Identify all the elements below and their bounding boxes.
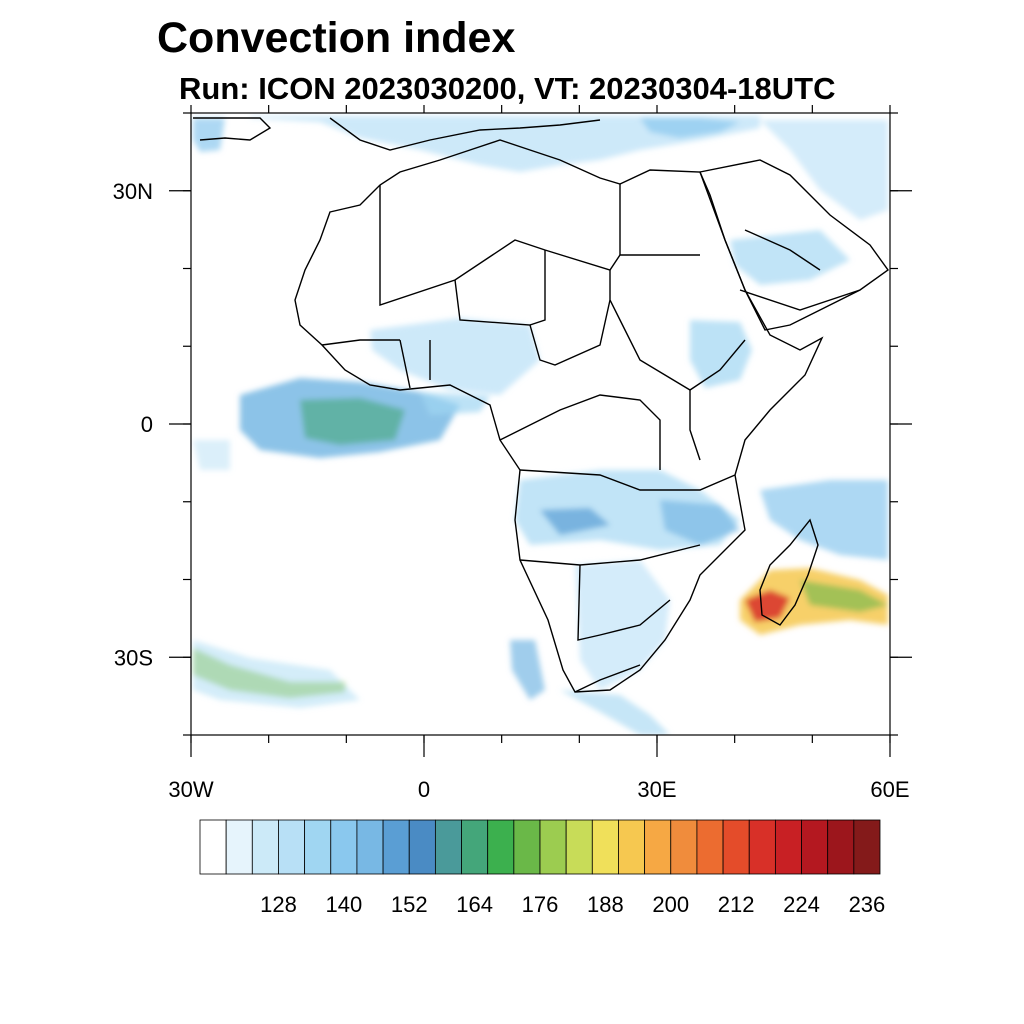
- field-madagascar-core: [745, 590, 790, 622]
- colorbar-swatch: [434, 819, 462, 875]
- border-2: [454, 279, 611, 366]
- border-6: [519, 544, 701, 566]
- colorbar-swatch: [644, 819, 672, 875]
- border-7: [577, 564, 671, 641]
- colorbar-swatch: [408, 819, 436, 875]
- lon-tick-label: 0: [418, 777, 430, 802]
- field-iberia: [193, 118, 225, 152]
- border-8: [529, 250, 546, 326]
- field-southern-streak: [560, 690, 670, 735]
- colorbar-swatch: [539, 819, 567, 875]
- colorbar-label: 236: [849, 892, 886, 917]
- iberia-coast: [193, 117, 272, 141]
- colorbar-swatch: [356, 819, 384, 875]
- chart-subtitle: Run: ICON 2023030200, VT: 20230304-18UTC: [179, 71, 836, 106]
- lon-tick-label: 60E: [870, 777, 909, 802]
- colorbar-swatch: [696, 819, 724, 875]
- colorbar-label: 140: [325, 892, 362, 917]
- africa-coastline: [294, 139, 824, 693]
- field-west-africa: [370, 318, 540, 395]
- chart-title: Convection index: [157, 14, 516, 62]
- colorbar-swatch: [225, 819, 253, 875]
- lat-tick-label: 0: [141, 412, 153, 437]
- axis-ticks: [169, 105, 912, 757]
- colorbar-label: 188: [587, 892, 624, 917]
- field-madagascar-green: [800, 580, 888, 612]
- axis-tick-labels: 30W 0 30E 60E 30N 0 30S: [113, 179, 910, 802]
- field-central-core: [540, 508, 610, 535]
- colorbar-swatch: [461, 819, 489, 875]
- colorbar-swatch: [199, 819, 227, 875]
- madagascar-coastline: [759, 518, 819, 626]
- field-gulf-guinea: [420, 392, 490, 415]
- colorbar-swatch: [722, 819, 750, 875]
- colorbar-swatch: [565, 819, 593, 875]
- lon-tick-label: 30E: [637, 777, 676, 802]
- convection-field: [193, 116, 888, 735]
- field-southern-africa: [575, 560, 670, 690]
- colorbar-swatch: [774, 819, 802, 875]
- border-14: [739, 289, 861, 311]
- border-15: [574, 664, 641, 693]
- lat-tick-label: 30N: [113, 179, 153, 204]
- border-11: [321, 339, 400, 346]
- coastlines: [193, 117, 889, 693]
- colorbar-label: 212: [718, 892, 755, 917]
- border-3: [609, 270, 746, 391]
- colorbar: [199, 819, 881, 875]
- border-13: [744, 229, 821, 271]
- europe-coast: [329, 117, 601, 151]
- colorbar-labels: 128 140 152 164 176 188 200 212 224 236: [260, 892, 885, 917]
- field-indian-ocean-north: [760, 480, 888, 560]
- colorbar-label: 200: [652, 892, 689, 917]
- lon-tick-label: 30W: [168, 777, 213, 802]
- field-south-atlantic-halo: [193, 640, 360, 708]
- colorbar-swatch: [748, 819, 776, 875]
- colorbar-label: 128: [260, 892, 297, 917]
- colorbar-swatch: [670, 819, 698, 875]
- field-arabia: [730, 230, 850, 285]
- colorbar-swatch: [330, 819, 358, 875]
- colorbar-swatch: [618, 819, 646, 875]
- field-west-coast-sa: [510, 640, 545, 700]
- field-mediterranean: [250, 116, 760, 172]
- colorbar-label: 224: [783, 892, 820, 917]
- border-1: [379, 185, 700, 306]
- lat-tick-label: 30S: [114, 645, 153, 670]
- colorbar-swatch: [853, 819, 881, 875]
- border-5: [519, 469, 736, 491]
- field-west-edge: [193, 440, 230, 470]
- colorbar-swatch: [278, 819, 306, 875]
- colorbar-label: 176: [522, 892, 559, 917]
- colorbar-label: 164: [456, 892, 493, 917]
- field-atlantic-core: [300, 398, 405, 445]
- field-northeast: [760, 120, 888, 220]
- colorbar-swatch: [827, 819, 855, 875]
- field-tanzania: [660, 500, 740, 545]
- colorbar-swatch: [801, 819, 829, 875]
- colorbar-swatch: [382, 819, 410, 875]
- border-10: [399, 339, 431, 389]
- colorbar-swatch: [513, 819, 541, 875]
- border-4: [499, 394, 661, 470]
- colorbar-label: 152: [391, 892, 428, 917]
- colorbar-swatch: [304, 819, 332, 875]
- field-ethiopia: [690, 320, 752, 388]
- border-12: [689, 390, 701, 461]
- field-eastern-med: [640, 118, 740, 138]
- colorbar-swatch: [591, 819, 619, 875]
- colorbar-swatch: [487, 819, 515, 875]
- colorbar-swatch: [251, 819, 279, 875]
